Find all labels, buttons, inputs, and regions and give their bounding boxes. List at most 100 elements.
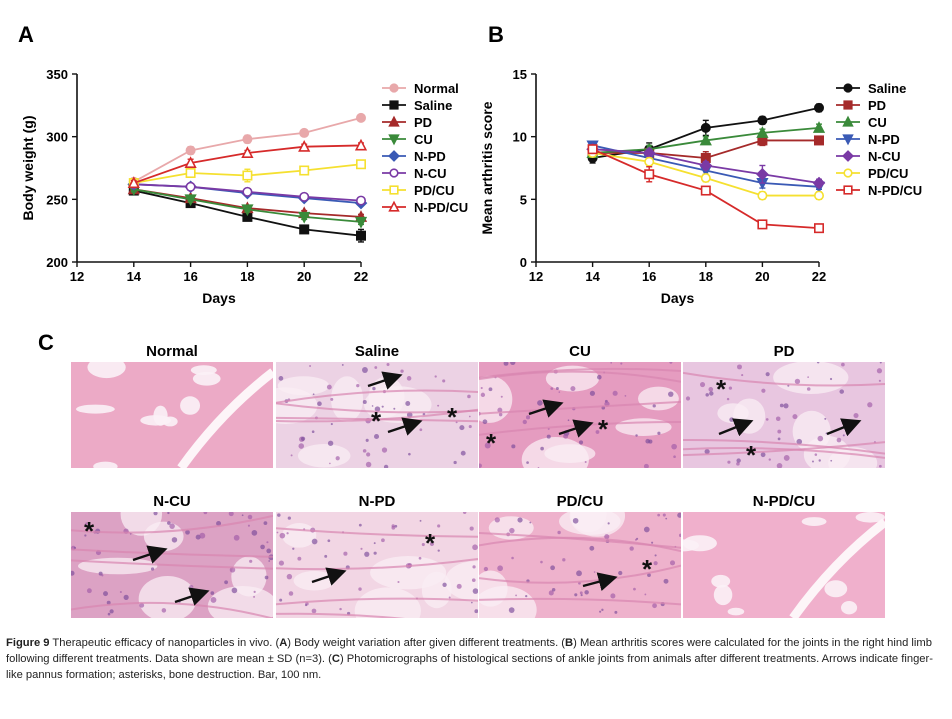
cell-nucleus — [253, 595, 256, 598]
cell-nucleus — [540, 446, 544, 451]
micrograph-image: * — [276, 512, 478, 618]
fibre-strand — [683, 371, 885, 387]
legend-marker — [389, 83, 399, 93]
pale-region — [282, 523, 317, 548]
cell-nucleus — [806, 387, 811, 391]
data-point — [185, 168, 196, 179]
cell-nucleus — [85, 522, 88, 525]
cell-nucleus — [818, 459, 821, 462]
marrow-cavity — [841, 601, 858, 615]
chart1-y-tick-label: 15 — [513, 67, 527, 82]
micrograph-label: PD/CU — [557, 493, 604, 510]
cell-nucleus — [760, 452, 766, 458]
legend-marker — [843, 83, 853, 93]
cell-nucleus — [311, 608, 317, 614]
chart0-x-tick-label: 20 — [297, 269, 311, 284]
chart0-y-tick-label: 350 — [46, 67, 68, 82]
caption-b-text: ) Mean arthritis scores were calculated … — [6, 637, 932, 665]
pale-region — [297, 443, 351, 468]
cell-nucleus — [260, 544, 265, 550]
fibre-strand — [683, 447, 885, 459]
caption-intro: Therapeutic efficacy of nanoparticles in… — [52, 637, 280, 649]
cell-nucleus — [484, 442, 491, 449]
chart0-legend-item: Saline — [382, 98, 452, 113]
cell-nucleus — [708, 387, 714, 392]
cell-nucleus — [509, 527, 515, 534]
pale-region — [479, 570, 508, 607]
cell-nucleus — [814, 453, 818, 456]
cell-nucleus — [437, 404, 440, 407]
micrograph-pd: PD** — [683, 343, 885, 468]
cell-nucleus — [612, 390, 618, 396]
cell-nucleus — [418, 556, 422, 560]
cell-nucleus — [358, 587, 362, 591]
cell-nucleus — [374, 366, 378, 369]
cell-nucleus — [841, 362, 845, 367]
chart1-legend-item: PD/CU — [836, 166, 908, 181]
cell-nucleus — [364, 551, 370, 557]
cell-nucleus — [500, 395, 503, 398]
cell-nucleus — [685, 396, 691, 401]
data-point — [813, 190, 824, 201]
cell-nucleus — [558, 391, 561, 393]
cell-nucleus — [247, 514, 253, 520]
data-point — [813, 223, 824, 234]
chart0-legend-item: Normal — [382, 81, 459, 96]
cell-nucleus — [455, 421, 458, 424]
cell-nucleus — [381, 405, 384, 408]
cell-nucleus — [643, 526, 650, 533]
legend-label: PD — [414, 115, 432, 130]
pale-region — [364, 386, 432, 424]
cell-nucleus — [634, 538, 637, 541]
cell-nucleus — [563, 433, 569, 439]
cell-nucleus — [572, 517, 579, 524]
cell-nucleus — [580, 594, 583, 597]
cell-nucleus — [537, 467, 540, 468]
bone-destruction-asterisk: * — [425, 528, 436, 558]
cell-nucleus — [268, 560, 271, 562]
data-point — [242, 186, 253, 197]
cell-nucleus — [584, 460, 587, 463]
cell-nucleus — [167, 521, 171, 525]
cell-nucleus — [879, 362, 882, 364]
chart0-legend-item: N-PD — [382, 149, 446, 164]
cell-nucleus — [597, 374, 602, 380]
cell-nucleus — [620, 362, 623, 365]
cell-nucleus — [529, 521, 532, 524]
chart0-x-tick-label: 12 — [70, 269, 84, 284]
bone-destruction-asterisk: * — [642, 554, 653, 584]
micrograph-image: ** — [276, 362, 478, 468]
cell-nucleus — [422, 412, 426, 416]
cell-nucleus — [729, 417, 734, 422]
cell-nucleus — [792, 414, 798, 420]
cell-nucleus — [453, 460, 457, 465]
cell-nucleus — [704, 449, 710, 455]
fibre-strand — [479, 597, 681, 606]
marrow-cavity — [87, 362, 126, 379]
cell-nucleus — [397, 580, 400, 584]
cell-nucleus — [878, 379, 881, 382]
cell-nucleus — [358, 523, 362, 527]
legend-marker — [842, 150, 854, 162]
cell-nucleus — [777, 429, 782, 434]
legend-marker — [389, 100, 399, 110]
cell-nucleus — [468, 425, 472, 429]
cell-nucleus — [372, 386, 376, 391]
micrograph-label: PD — [774, 343, 795, 360]
cell-nucleus — [629, 546, 634, 551]
legend-label: Normal — [414, 81, 459, 96]
cell-nucleus — [139, 602, 145, 608]
legend-marker — [843, 100, 853, 110]
cell-nucleus — [437, 524, 441, 528]
cell-nucleus — [469, 526, 474, 531]
data-point — [298, 139, 311, 152]
pale-region — [354, 587, 421, 618]
data-point — [185, 181, 196, 192]
cell-nucleus — [374, 406, 381, 412]
joint-cleft — [177, 368, 273, 468]
cell-nucleus — [526, 461, 529, 464]
micrograph-image: ** — [479, 362, 681, 468]
cell-nucleus — [456, 583, 462, 589]
pannus-arrow — [387, 417, 423, 436]
cell-nucleus — [537, 400, 543, 406]
